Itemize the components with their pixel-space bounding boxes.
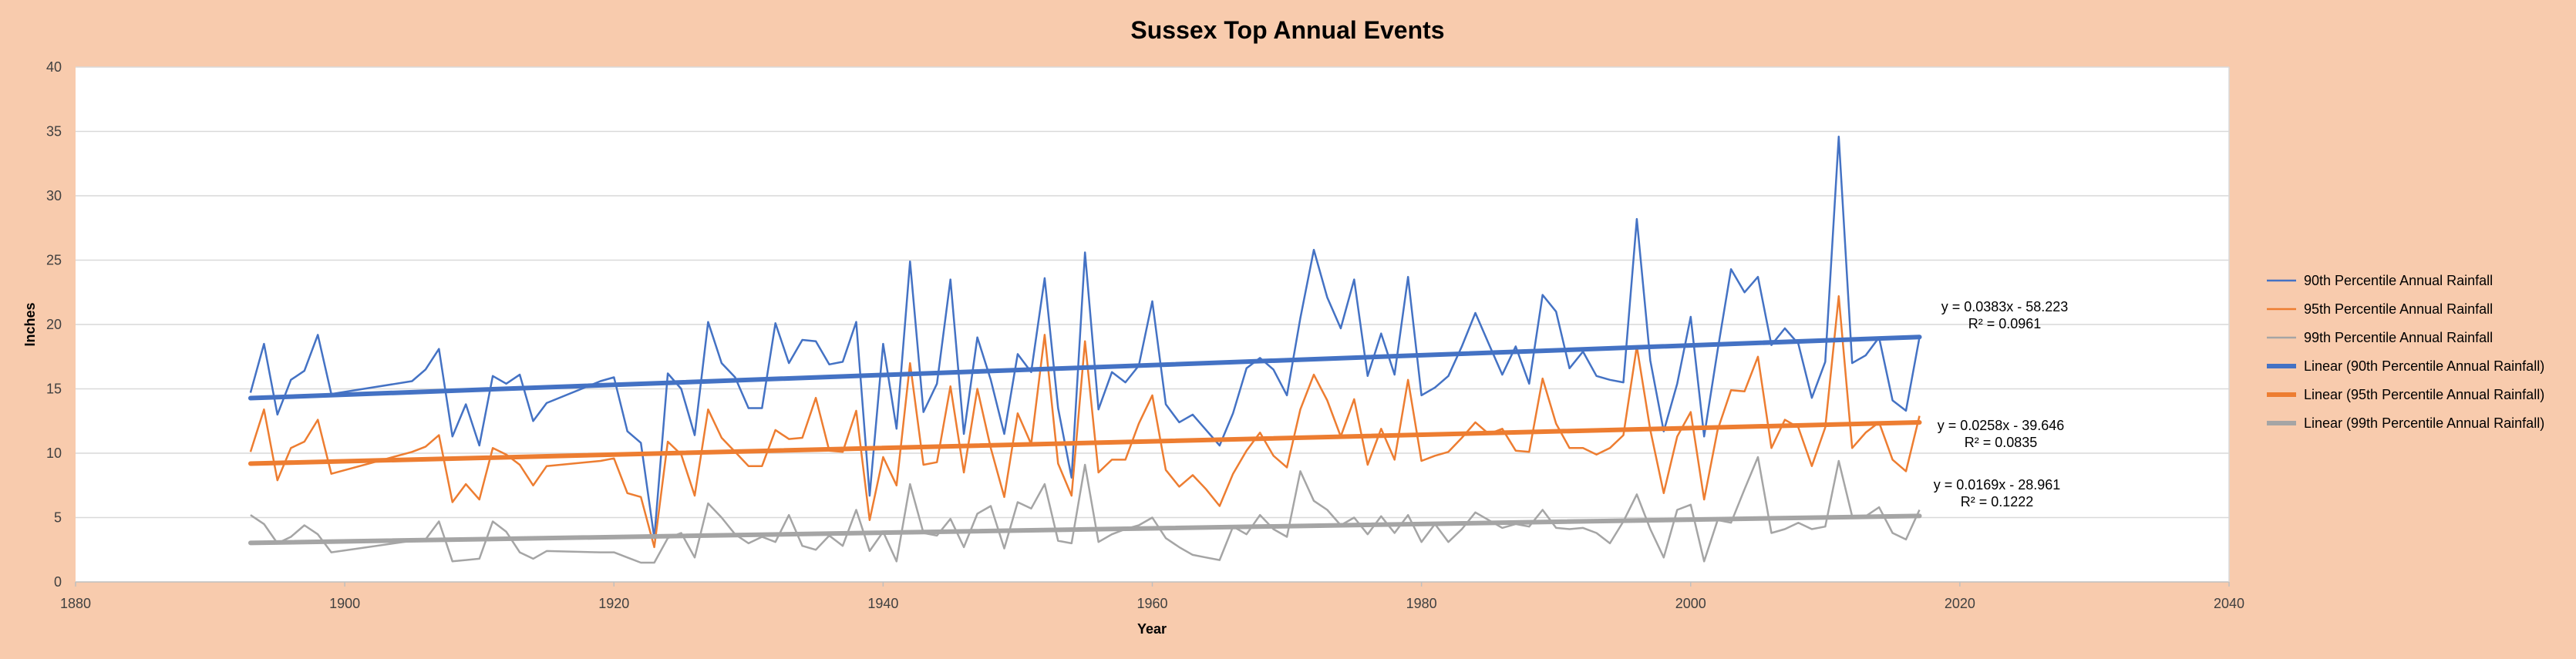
- legend-label: 99th Percentile Annual Rainfall: [2304, 330, 2493, 345]
- x-tick-label: 1980: [1406, 596, 1437, 611]
- legend: 90th Percentile Annual Rainfall 95th Perc…: [2267, 273, 2544, 431]
- trendline-linear-99th-percentile-annual-rainfall: [247, 513, 1922, 546]
- x-tick-label: 1900: [329, 596, 360, 611]
- x-axis-label: Year: [1137, 621, 1167, 637]
- legend-label: Linear (99th Percentile Annual Rainfall): [2304, 415, 2544, 431]
- x-tick-label: 1960: [1136, 596, 1167, 611]
- legend-label: 90th Percentile Annual Rainfall: [2304, 273, 2493, 288]
- trendline-equation: y = 0.0383x - 58.223: [1941, 299, 2069, 314]
- trendline-equations: y = 0.0383x - 58.223 R² = 0.0961 y = 0.025…: [1934, 299, 2069, 509]
- y-tick-label: 25: [46, 253, 62, 268]
- chart-title: Sussex Top Annual Events: [1130, 16, 1444, 44]
- trendline-linear-90th-percentile-annual-rainfall: [247, 335, 1922, 401]
- y-tick-label: 0: [54, 574, 62, 590]
- trendline-linear-95th-percentile-annual-rainfall: [247, 420, 1922, 466]
- series-line-95th-percentile-annual-rainfall: [249, 295, 1921, 549]
- y-axis-ticks: 0 5 10 15 20 25 30 35 40: [46, 59, 62, 590]
- legend-label: 95th Percentile Annual Rainfall: [2304, 301, 2493, 317]
- trendline-r2: R² = 0.0961: [1968, 316, 2042, 331]
- x-tick-label: 1880: [60, 596, 91, 611]
- x-tick-label: 2040: [2214, 596, 2244, 611]
- y-tick-label: 35: [46, 124, 62, 140]
- trendline-equation: y = 0.0258x - 39.646: [1938, 418, 2065, 433]
- x-tick-label: 1920: [598, 596, 629, 611]
- x-tick-label: 2000: [1675, 596, 1706, 611]
- x-axis-ticks: 1880 1900 1920 1940 1960 1980 2000 2020 2040: [60, 582, 2244, 611]
- y-tick-label: 15: [46, 382, 62, 397]
- x-tick-label: 2020: [1945, 596, 1975, 611]
- y-tick-label: 10: [46, 445, 62, 461]
- trendline-r2: R² = 0.1222: [1961, 494, 2034, 509]
- legend-label: Linear (90th Percentile Annual Rainfall): [2304, 358, 2544, 374]
- series-line-99th-percentile-annual-rainfall: [250, 456, 1921, 564]
- legend-label: Linear (95th Percentile Annual Rainfall): [2304, 387, 2544, 402]
- trendline-r2: R² = 0.0835: [1965, 435, 2038, 450]
- x-tick-label: 1940: [867, 596, 898, 611]
- y-tick-label: 20: [46, 317, 62, 332]
- trendline-equation: y = 0.0169x - 28.961: [1934, 477, 2061, 493]
- y-axis-label: Inches: [22, 302, 38, 346]
- trend-lines: [247, 335, 1922, 546]
- y-tick-label: 40: [46, 59, 62, 75]
- y-tick-label: 5: [54, 510, 62, 526]
- y-tick-label: 30: [46, 188, 62, 203]
